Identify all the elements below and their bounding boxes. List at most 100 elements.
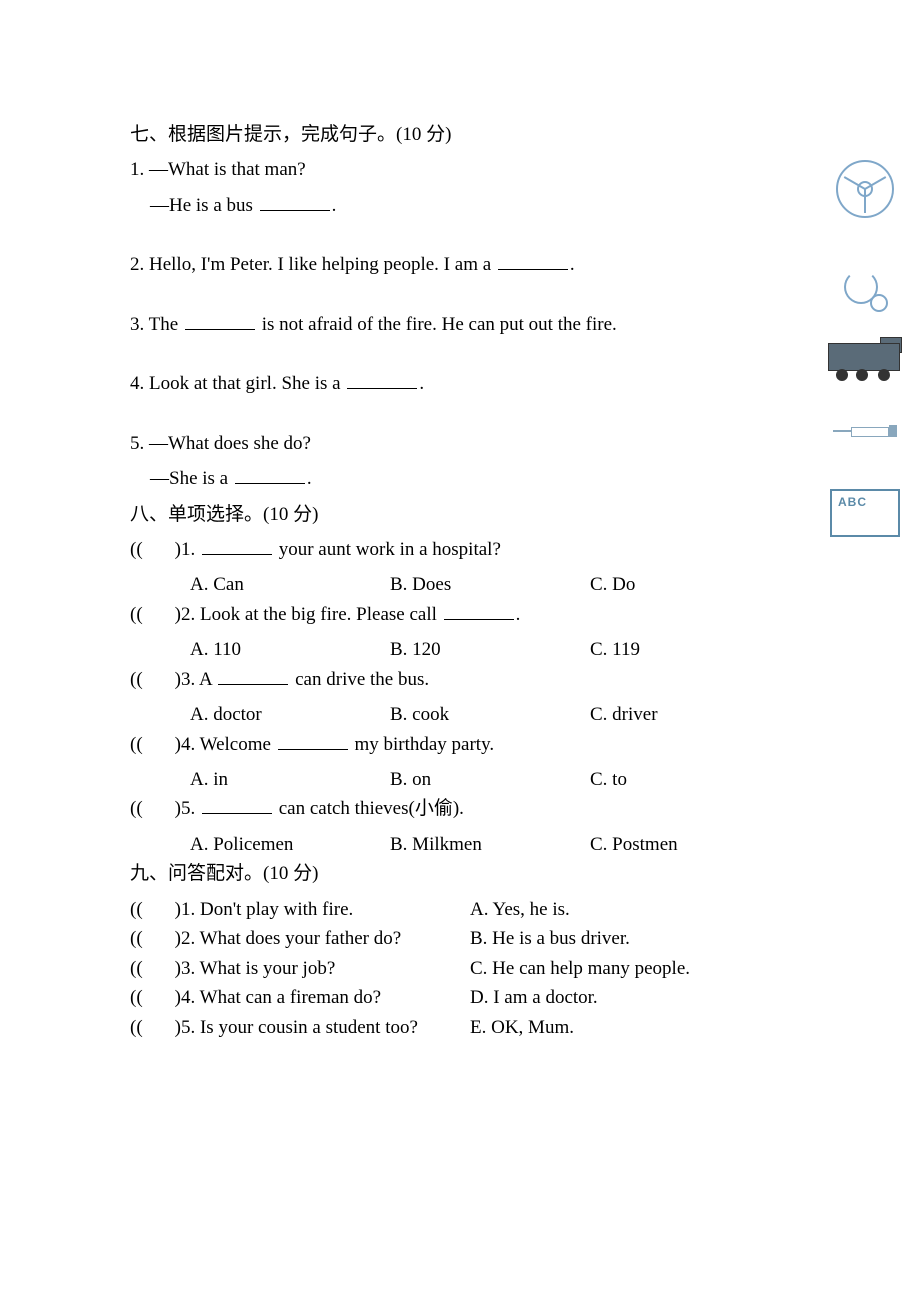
s8-q3-post: can drive the bus. — [290, 669, 429, 690]
answer-paren[interactable]: () — [130, 535, 181, 564]
s7-q5-line1: 5. —What does she do? — [130, 429, 790, 458]
s7-q1-line2: —He is a bus . — [130, 191, 790, 220]
s7-q1-line2-post: . — [332, 195, 337, 216]
fill-blank[interactable] — [498, 250, 568, 270]
fire-truck-icon — [828, 337, 902, 381]
s8-q4-num: 4. — [181, 734, 195, 755]
s7-q5-line2-pre: —She is a — [150, 468, 233, 489]
fill-blank[interactable] — [202, 794, 272, 814]
s9-q1-text: Don't play with fire. — [200, 899, 353, 920]
option-b[interactable]: B. on — [390, 765, 590, 794]
fill-blank[interactable] — [444, 600, 514, 620]
section-8-title: 八、单项选择。(10 分) — [130, 500, 790, 529]
s7-q3-mid: is not afraid of the fire. He can put ou… — [257, 314, 617, 335]
s7-q3-pre: 3. The — [130, 314, 183, 335]
hint-image-fire-truck — [826, 330, 904, 388]
s8-q5-options: A. Policemen B. Milkmen C. Postmen — [130, 830, 790, 859]
answer-paren[interactable]: () — [130, 730, 181, 759]
blackboard-icon: ABC — [830, 489, 900, 537]
s8-q3-pre: A — [199, 669, 216, 690]
s8-q2-options: A. 110 B. 120 C. 119 — [130, 635, 790, 664]
s8-q4-stem: ()4. Welcome my birthday party. — [130, 730, 790, 759]
s9-row-4: ()4. What can a fireman do? D. I am a do… — [130, 983, 790, 1012]
fill-blank[interactable] — [185, 310, 255, 330]
s7-q1-line1: 1. —What is that man? — [130, 155, 790, 184]
s9-a4: D. I am a doctor. — [470, 983, 790, 1012]
fill-blank[interactable] — [347, 369, 417, 389]
option-c[interactable]: C. Do — [590, 570, 635, 599]
s9-q3-num: 3. — [181, 958, 195, 979]
s8-q4-pre: Welcome — [200, 734, 276, 755]
option-a[interactable]: A. in — [190, 765, 390, 794]
answer-paren[interactable]: () — [130, 924, 181, 953]
s8-q4-post: my birthday party. — [350, 734, 494, 755]
s7-q5-line2-post: . — [307, 468, 312, 489]
s7-q5-line2: —She is a . — [130, 464, 790, 493]
section-7-title: 七、根据图片提示，完成句子。(10 分) — [130, 120, 790, 149]
s9-q2-text: What does your father do? — [200, 928, 402, 949]
answer-paren[interactable]: () — [130, 600, 181, 629]
option-c[interactable]: C. Postmen — [590, 830, 678, 859]
s9-q4-text: What can a fireman do? — [200, 987, 381, 1008]
blackboard-text: ABC — [838, 493, 867, 512]
s9-q1-num: 1. — [181, 899, 195, 920]
s9-q5-text: Is your cousin a student too? — [200, 1017, 418, 1038]
s7-q4-post: . — [419, 373, 424, 394]
s8-q5-stem: ()5. can catch thieves(小偷). — [130, 794, 790, 823]
s8-q5-num: 5. — [181, 798, 195, 819]
s9-q3-text: What is your job? — [200, 958, 336, 979]
option-a[interactable]: A. Can — [190, 570, 390, 599]
s9-q2-num: 2. — [181, 928, 195, 949]
option-b[interactable]: B. 120 — [390, 635, 590, 664]
answer-paren[interactable]: () — [130, 954, 181, 983]
s7-q2: 2. Hello, I'm Peter. I like helping peop… — [130, 250, 790, 279]
s7-q2-pre: 2. Hello, I'm Peter. I like helping peop… — [130, 254, 496, 275]
answer-paren[interactable]: () — [130, 665, 181, 694]
s8-q1-options: A. Can B. Does C. Do — [130, 570, 790, 599]
s9-a1: A. Yes, he is. — [470, 895, 790, 924]
s8-q2-pre: Look at the big fire. Please call — [200, 604, 442, 625]
s8-q2-num: 2. — [181, 604, 195, 625]
fill-blank[interactable] — [260, 191, 330, 211]
s9-a3: C. He can help many people. — [470, 954, 790, 983]
worksheet-page: ABC 七、根据图片提示，完成句子。(10 分) 1. —What is tha… — [0, 0, 920, 1302]
answer-paren[interactable]: () — [130, 983, 181, 1012]
option-b[interactable]: B. Milkmen — [390, 830, 590, 859]
hint-image-stethoscope — [826, 260, 904, 318]
option-b[interactable]: B. cook — [390, 700, 590, 729]
s8-q2-post: . — [516, 604, 521, 625]
s9-a2: B. He is a bus driver. — [470, 924, 790, 953]
s7-q4: 4. Look at that girl. She is a . — [130, 369, 790, 398]
fill-blank[interactable] — [235, 464, 305, 484]
s9-row-2: ()2. What does your father do? B. He is … — [130, 924, 790, 953]
option-c[interactable]: C. driver — [590, 700, 658, 729]
answer-paren[interactable]: () — [130, 895, 181, 924]
s9-row-3: ()3. What is your job? C. He can help ma… — [130, 954, 790, 983]
option-a[interactable]: A. 110 — [190, 635, 390, 664]
s8-q3-num: 3. — [181, 669, 195, 690]
option-c[interactable]: C. to — [590, 765, 627, 794]
s9-q4-num: 4. — [181, 987, 195, 1008]
s9-row-1: ()1. Don't play with fire. A. Yes, he is… — [130, 895, 790, 924]
syringe-icon — [833, 421, 897, 441]
hint-image-syringe — [826, 402, 904, 460]
fill-blank[interactable] — [218, 665, 288, 685]
option-a[interactable]: A. doctor — [190, 700, 390, 729]
s8-q5-post: can catch thieves(小偷). — [274, 798, 464, 819]
stethoscope-icon — [840, 264, 890, 314]
s8-q3-stem: ()3. A can drive the bus. — [130, 665, 790, 694]
s7-q4-pre: 4. Look at that girl. She is a — [130, 373, 345, 394]
s7-q1-line2-pre: —He is a bus — [150, 195, 258, 216]
answer-paren[interactable]: () — [130, 1013, 181, 1042]
steering-wheel-icon — [836, 160, 894, 218]
option-a[interactable]: A. Policemen — [190, 830, 390, 859]
fill-blank[interactable] — [202, 535, 272, 555]
option-c[interactable]: C. 119 — [590, 635, 640, 664]
fill-blank[interactable] — [278, 730, 348, 750]
s8-q2-stem: ()2. Look at the big fire. Please call . — [130, 600, 790, 629]
hint-image-steering-wheel — [826, 160, 904, 218]
answer-paren[interactable]: () — [130, 794, 181, 823]
s9-row-5: ()5. Is your cousin a student too? E. OK… — [130, 1013, 790, 1042]
s8-q1-stem: ()1. your aunt work in a hospital? — [130, 535, 790, 564]
option-b[interactable]: B. Does — [390, 570, 590, 599]
